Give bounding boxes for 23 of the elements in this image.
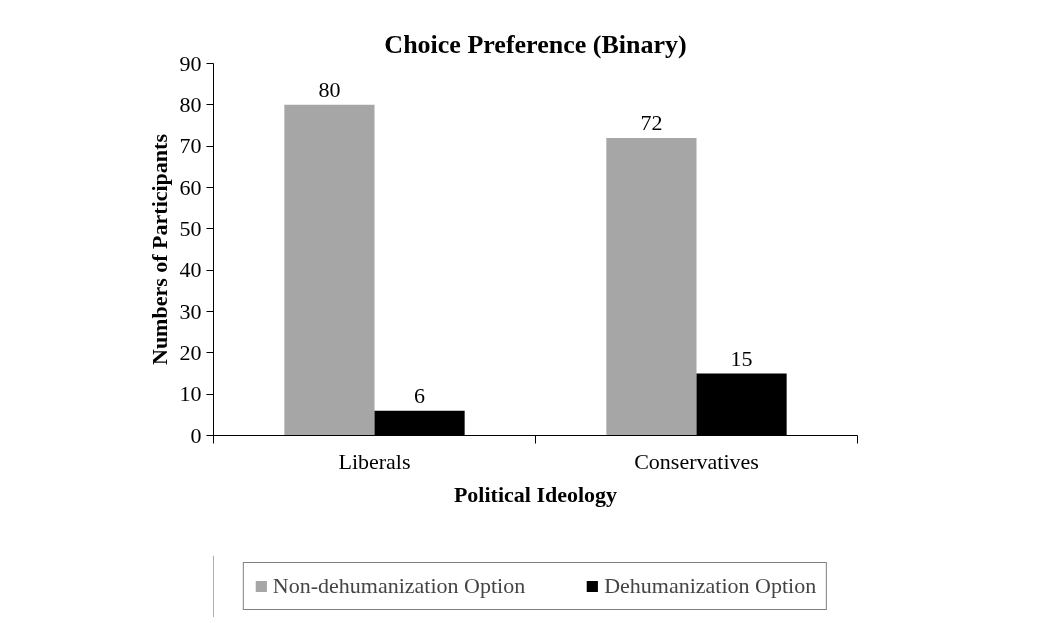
x-axis-title: Political Ideology [453, 481, 618, 507]
y-tick-label: 70 [179, 133, 202, 159]
legend-label: Dehumanization Option [604, 573, 817, 599]
x-tick-label: Liberals [338, 448, 411, 474]
y-tick-label: 50 [179, 215, 202, 241]
y-tick-label: 60 [179, 174, 202, 200]
bar [284, 104, 375, 436]
y-tick-label: 10 [179, 381, 202, 407]
y-tick-label: 80 [179, 91, 202, 117]
data-label: 80 [318, 76, 341, 102]
data-label: 72 [640, 109, 663, 135]
y-axis-title: Numbers of Participants [146, 133, 172, 365]
y-tick-label: 40 [179, 257, 202, 283]
y-tick-label: 0 [190, 422, 202, 448]
y-tick-label: 20 [179, 339, 202, 365]
bar [606, 137, 697, 436]
data-label: 6 [414, 382, 426, 408]
y-tick-label: 30 [179, 298, 202, 324]
legend-label: Non-dehumanization Option [272, 573, 526, 599]
chart-title: Choice Preference (Binary) [384, 29, 687, 59]
x-tick-label: Conservatives [634, 448, 759, 474]
data-label: 15 [730, 345, 753, 371]
y-tick-label: 90 [179, 50, 202, 76]
